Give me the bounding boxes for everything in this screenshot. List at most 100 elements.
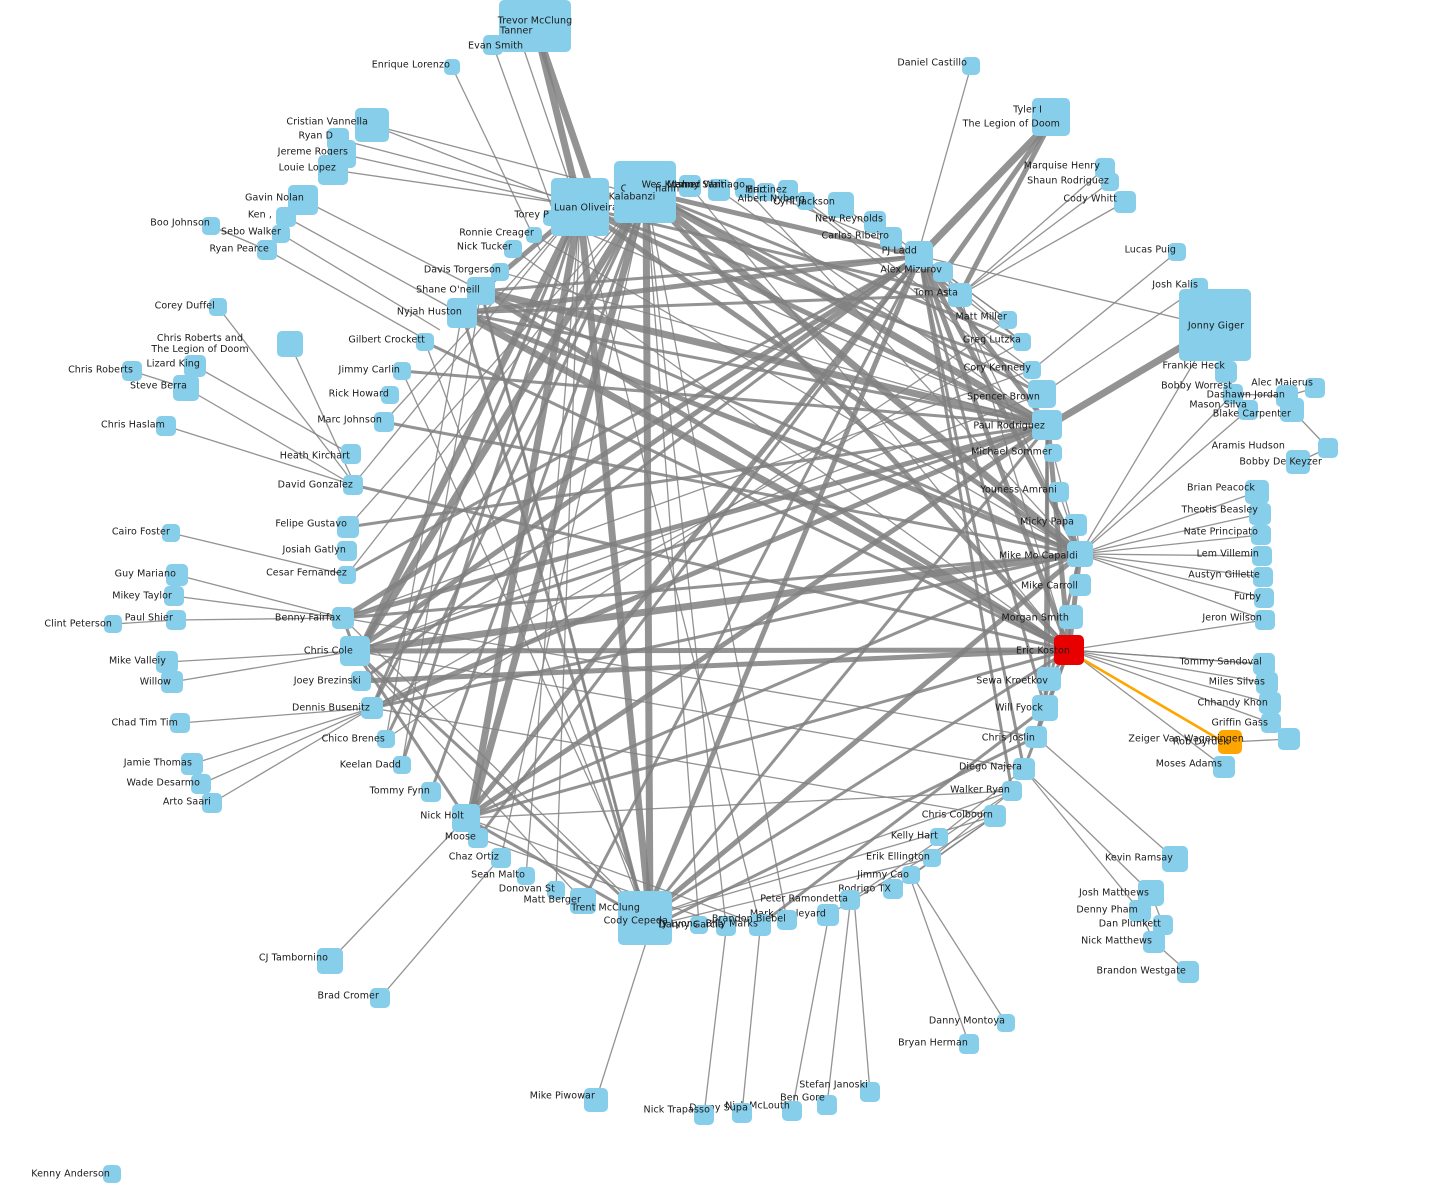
graph-node[interactable]	[277, 331, 303, 357]
graph-node[interactable]	[181, 753, 203, 775]
graph-node[interactable]	[1286, 450, 1310, 474]
graph-node[interactable]	[257, 240, 277, 260]
graph-node[interactable]	[276, 207, 296, 227]
graph-node[interactable]	[377, 730, 395, 748]
graph-node[interactable]	[817, 1095, 837, 1115]
graph-node[interactable]	[1067, 541, 1093, 567]
graph-node[interactable]	[694, 1105, 714, 1125]
graph-node[interactable]	[905, 241, 933, 269]
graph-node[interactable]	[1177, 961, 1199, 983]
graph-node[interactable]	[570, 888, 596, 914]
graph-node[interactable]	[1218, 730, 1242, 754]
graph-node[interactable]	[1037, 667, 1061, 691]
graph-node[interactable]	[164, 586, 184, 606]
graph-node[interactable]	[526, 227, 542, 243]
graph-node[interactable]	[1252, 546, 1272, 566]
graph-node[interactable]	[1251, 525, 1271, 545]
graph-node[interactable]	[272, 225, 290, 243]
graph-node[interactable]	[1025, 726, 1047, 748]
graph-node[interactable]	[156, 416, 176, 436]
graph-node[interactable]	[1044, 444, 1062, 462]
graph-node[interactable]	[933, 262, 953, 282]
graph-node[interactable]	[1278, 728, 1300, 750]
graph-node[interactable]	[1261, 713, 1281, 733]
graph-node[interactable]	[1249, 503, 1271, 525]
graph-node[interactable]	[340, 636, 370, 666]
graph-node[interactable]	[170, 713, 190, 733]
graph-node[interactable]	[166, 564, 188, 586]
graph-node[interactable]	[984, 805, 1006, 827]
graph-node[interactable]	[337, 516, 359, 538]
graph-node[interactable]	[1013, 758, 1035, 780]
graph-node[interactable]	[1255, 610, 1275, 630]
graph-node[interactable]	[640, 910, 670, 940]
graph-node[interactable]	[452, 804, 480, 832]
graph-node[interactable]	[817, 904, 839, 926]
graph-node[interactable]	[370, 988, 390, 1008]
graph-node[interactable]	[625, 183, 655, 213]
graph-node[interactable]	[1023, 361, 1041, 379]
graph-node[interactable]	[1256, 672, 1278, 694]
graph-node[interactable]	[1318, 438, 1338, 458]
graph-node[interactable]	[517, 867, 535, 885]
graph-node[interactable]	[735, 178, 755, 198]
graph-node[interactable]	[341, 444, 361, 464]
graph-node[interactable]	[1259, 692, 1281, 714]
graph-node[interactable]	[1245, 480, 1269, 504]
graph-node[interactable]	[209, 298, 227, 316]
graph-node[interactable]	[1114, 191, 1136, 213]
graph-node[interactable]	[1213, 756, 1235, 778]
graph-node[interactable]	[416, 333, 434, 351]
graph-node[interactable]	[1215, 361, 1237, 383]
graph-node[interactable]	[1002, 781, 1022, 801]
graph-node[interactable]	[355, 108, 389, 142]
graph-node[interactable]	[1065, 514, 1087, 536]
graph-node[interactable]	[161, 671, 183, 693]
graph-node[interactable]	[959, 1034, 979, 1054]
graph-node[interactable]	[1013, 333, 1031, 351]
graph-node[interactable]	[444, 59, 460, 75]
graph-node[interactable]	[1032, 410, 1062, 440]
graph-node[interactable]	[393, 362, 411, 380]
graph-node[interactable]	[173, 375, 199, 401]
graph-node[interactable]	[202, 217, 220, 235]
graph-node[interactable]	[777, 910, 797, 930]
graph-node[interactable]	[923, 849, 941, 867]
graph-node[interactable]	[166, 610, 186, 630]
graph-node[interactable]	[1032, 695, 1058, 721]
graph-node[interactable]	[343, 475, 363, 495]
graph-node[interactable]	[999, 311, 1017, 329]
graph-node[interactable]	[1253, 567, 1273, 587]
graph-node[interactable]	[551, 178, 609, 236]
graph-node[interactable]	[318, 155, 348, 185]
graph-node[interactable]	[708, 179, 730, 201]
graph-node[interactable]	[202, 793, 222, 813]
graph-node[interactable]	[447, 298, 477, 328]
graph-node[interactable]	[749, 914, 771, 936]
graph-node[interactable]	[902, 866, 920, 884]
graph-node[interactable]	[1054, 635, 1084, 665]
graph-node[interactable]	[930, 828, 948, 846]
graph-node[interactable]	[547, 881, 565, 899]
graph-node[interactable]	[1280, 398, 1304, 422]
graph-node[interactable]	[337, 541, 357, 561]
graph-node[interactable]	[1179, 289, 1251, 361]
graph-node[interactable]	[374, 412, 394, 432]
graph-node[interactable]	[1043, 114, 1063, 134]
graph-node[interactable]	[483, 35, 503, 55]
graph-node[interactable]	[883, 879, 903, 899]
graph-node[interactable]	[1153, 915, 1173, 935]
graph-node[interactable]	[191, 774, 211, 794]
graph-node[interactable]	[361, 697, 383, 719]
graph-node[interactable]	[184, 355, 206, 377]
graph-node[interactable]	[1028, 380, 1056, 408]
graph-node[interactable]	[317, 948, 343, 974]
graph-node[interactable]	[797, 192, 815, 210]
graph-node[interactable]	[332, 607, 354, 629]
graph-node[interactable]	[860, 1082, 880, 1102]
graph-node[interactable]	[351, 671, 371, 691]
graph-node[interactable]	[778, 180, 798, 200]
graph-node[interactable]	[732, 1103, 752, 1123]
graph-node[interactable]	[679, 175, 701, 197]
graph-node[interactable]	[338, 566, 356, 584]
